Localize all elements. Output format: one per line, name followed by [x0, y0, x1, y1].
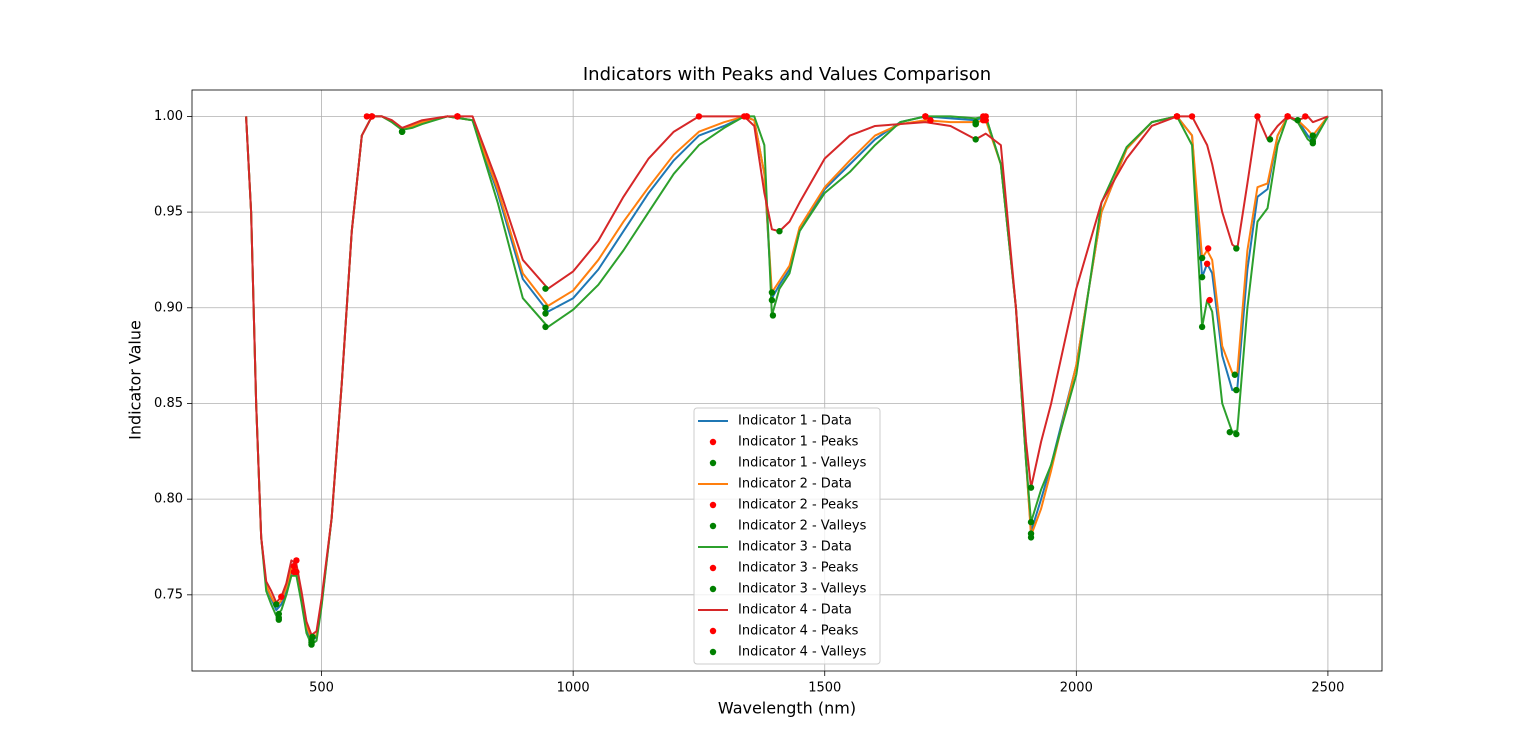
data-point — [1294, 117, 1301, 124]
legend-label: Indicator 2 - Peaks — [738, 498, 859, 513]
data-point — [1309, 132, 1317, 139]
legend-label: Indicator 1 - Data — [738, 414, 852, 429]
data-point — [972, 136, 979, 143]
data-point — [1233, 430, 1240, 438]
data-point — [1302, 113, 1309, 120]
y-axis-label: Indicator Value — [126, 320, 145, 440]
x-tick-label: 1500 — [808, 681, 841, 696]
data-point — [1027, 484, 1035, 491]
data-point — [1027, 518, 1035, 526]
data-point — [1203, 260, 1211, 267]
data-point — [278, 593, 285, 600]
legend-label: Indicator 2 - Data — [738, 477, 852, 492]
data-point — [1233, 386, 1240, 394]
data-point — [542, 310, 549, 317]
data-point — [309, 633, 316, 641]
x-tick-label: 2500 — [1311, 681, 1344, 696]
data-point — [1198, 254, 1206, 262]
legend-label: Indicator 3 - Valleys — [738, 582, 867, 597]
legend-label: Indicator 3 - Data — [738, 540, 852, 555]
data-point — [1284, 113, 1291, 120]
legend-swatch — [709, 501, 717, 509]
y-tick-label: 0.75 — [154, 587, 183, 602]
data-point — [290, 562, 298, 570]
legend-label: Indicator 4 - Valleys — [738, 645, 867, 660]
legend-swatch — [709, 627, 717, 635]
legend-label: Indicator 1 - Peaks — [738, 435, 859, 450]
legend-box — [693, 407, 881, 665]
legend-label: Indicator 2 - Valleys — [738, 519, 867, 534]
data-point — [290, 568, 298, 576]
data-point — [980, 117, 987, 124]
data-point — [1027, 534, 1035, 541]
legend-label: Indicator 4 - Data — [738, 603, 852, 618]
x-tick-label: 2000 — [1060, 681, 1093, 696]
legend-swatch — [709, 438, 717, 446]
data-point — [308, 641, 315, 648]
legend-label: Indicator 4 - Peaks — [738, 624, 859, 639]
data-point — [1231, 371, 1239, 378]
data-point — [1188, 113, 1196, 120]
data-point — [1254, 113, 1261, 120]
y-tick-label: 0.80 — [154, 492, 183, 507]
data-point — [1173, 113, 1181, 120]
data-point — [927, 117, 934, 124]
data-point — [768, 289, 776, 296]
data-point — [273, 601, 280, 608]
data-point — [1206, 296, 1213, 304]
y-tick-label: 1.00 — [154, 109, 183, 124]
data-point — [368, 113, 376, 120]
data-point — [542, 304, 549, 311]
data-point — [743, 113, 750, 120]
plot-frame — [191, 89, 1383, 672]
legend-label: Indicator 3 - Peaks — [738, 561, 859, 576]
data-point — [1309, 140, 1317, 147]
data-point — [1204, 245, 1212, 252]
y-tick-label: 0.95 — [154, 205, 183, 220]
x-axis-label: Wavelength (nm) — [718, 699, 856, 718]
data-point — [922, 113, 929, 120]
legend-swatch — [709, 564, 717, 572]
data-point — [695, 113, 703, 120]
data-point — [542, 323, 549, 331]
data-point — [1266, 136, 1274, 143]
data-point — [776, 228, 783, 235]
data-point — [972, 120, 979, 128]
chart-title: Indicators with Peaks and Values Compari… — [583, 64, 991, 85]
data-point — [1226, 428, 1233, 436]
data-point — [398, 128, 406, 135]
legend-swatch — [709, 648, 717, 656]
data-point — [542, 285, 549, 292]
legend-label: Indicator 1 - Valleys — [738, 456, 867, 471]
legend-swatch — [709, 459, 717, 467]
data-point — [275, 610, 282, 618]
legend-swatch — [709, 585, 717, 593]
x-tick-label: 500 — [309, 681, 334, 696]
y-tick-label: 0.90 — [154, 300, 183, 315]
data-point — [768, 296, 776, 304]
data-point — [1198, 323, 1206, 331]
data-point — [275, 616, 282, 623]
data-point — [454, 113, 461, 120]
x-tick-label: 1000 — [557, 681, 590, 696]
data-point — [769, 312, 777, 319]
y-tick-label: 0.85 — [154, 396, 183, 411]
data-point — [363, 113, 371, 120]
data-point — [293, 557, 300, 564]
data-point — [1198, 273, 1206, 281]
legend-swatch — [709, 522, 717, 530]
data-point — [1233, 245, 1240, 252]
